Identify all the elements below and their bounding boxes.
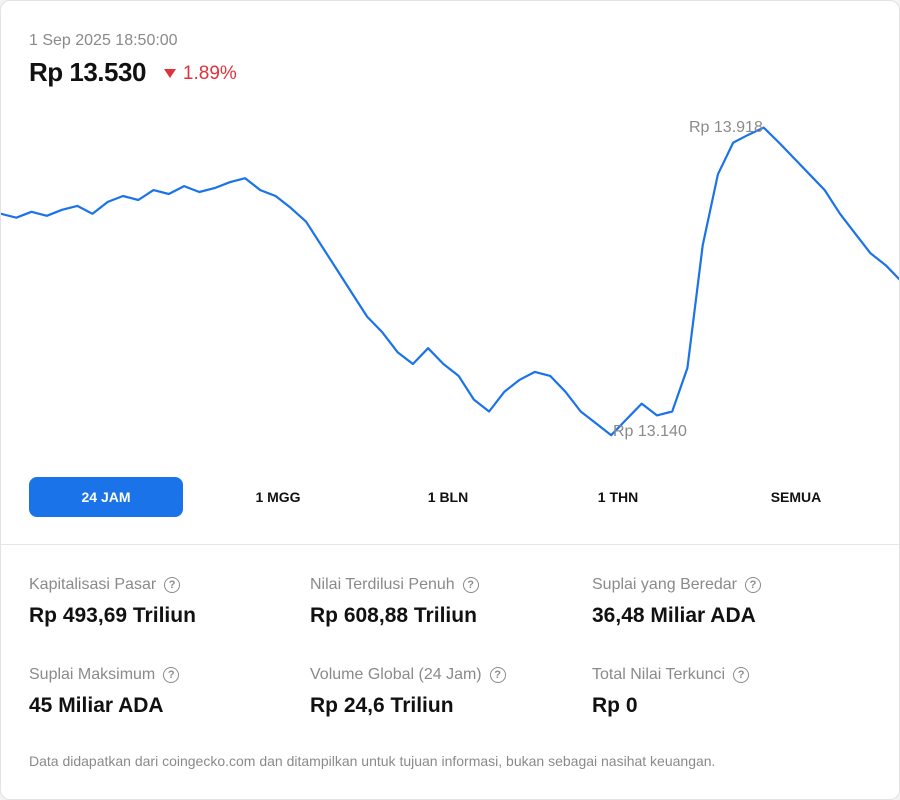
stat-label: Suplai Maksimum — [29, 666, 156, 683]
price-line — [1, 126, 899, 437]
timestamp: 1 Sep 2025 18:50:00 — [29, 32, 178, 49]
tab-24-jam[interactable]: 24 JAM — [29, 477, 183, 517]
help-icon[interactable]: ? — [462, 577, 479, 593]
chart-low-label: Rp 13.140 — [613, 423, 687, 440]
stat-total-value-locked: Total Nilai Terkunci? Rp 0 — [592, 666, 750, 718]
disclaimer: Data didapatkan dari coingecko.com dan d… — [29, 753, 716, 769]
stat-value: Rp 24,6 Triliun — [310, 694, 454, 717]
stat-max-supply: Suplai Maksimum? 45 Miliar ADA — [29, 666, 180, 718]
stat-value: 45 Miliar ADA — [29, 694, 164, 717]
stat-label: Suplai yang Beredar — [592, 576, 737, 593]
stat-label: Kapitalisasi Pasar — [29, 576, 157, 593]
help-icon[interactable]: ? — [744, 577, 761, 593]
current-price: Rp 13.530 — [29, 57, 146, 87]
tab-1-thn[interactable]: 1 THN — [597, 489, 639, 505]
range-tabs: 24 JAM 1 MGG 1 BLN 1 THN SEMUA — [29, 477, 879, 517]
help-icon[interactable]: ? — [733, 667, 750, 683]
chart-high-label: Rp 13.918 — [689, 119, 763, 136]
tab-1-mgg[interactable]: 1 MGG — [255, 489, 301, 505]
tab-semua[interactable]: SEMUA — [770, 489, 822, 505]
stat-label: Total Nilai Terkunci — [592, 666, 726, 683]
stat-market-cap: Kapitalisasi Pasar? Rp 493,69 Triliun — [29, 576, 196, 628]
stat-value: 36,48 Miliar ADA — [592, 604, 756, 627]
stat-value: Rp 608,88 Triliun — [310, 604, 477, 627]
price-change: 1.89% — [163, 62, 237, 85]
price-chart[interactable] — [1, 111, 900, 451]
help-icon[interactable]: ? — [163, 667, 180, 683]
stat-value: Rp 0 — [592, 694, 638, 717]
stat-label: Volume Global (24 Jam) — [310, 666, 482, 683]
stat-value: Rp 493,69 Triliun — [29, 604, 196, 627]
stat-fully-diluted: Nilai Terdilusi Penuh? Rp 608,88 Triliun — [310, 576, 479, 628]
help-icon[interactable]: ? — [164, 577, 181, 593]
stat-label: Nilai Terdilusi Penuh — [310, 576, 455, 593]
price-row: Rp 13.530 1.89% — [29, 57, 237, 88]
stat-circulating-supply: Suplai yang Beredar? 36,48 Miliar ADA — [592, 576, 761, 628]
stat-global-volume: Volume Global (24 Jam)? Rp 24,6 Triliun — [310, 666, 506, 718]
down-triangle-icon — [163, 69, 176, 78]
help-icon[interactable]: ? — [489, 667, 506, 683]
divider — [1, 544, 899, 545]
tab-1-bln[interactable]: 1 BLN — [427, 489, 469, 505]
price-change-value: 1.89% — [182, 62, 237, 84]
